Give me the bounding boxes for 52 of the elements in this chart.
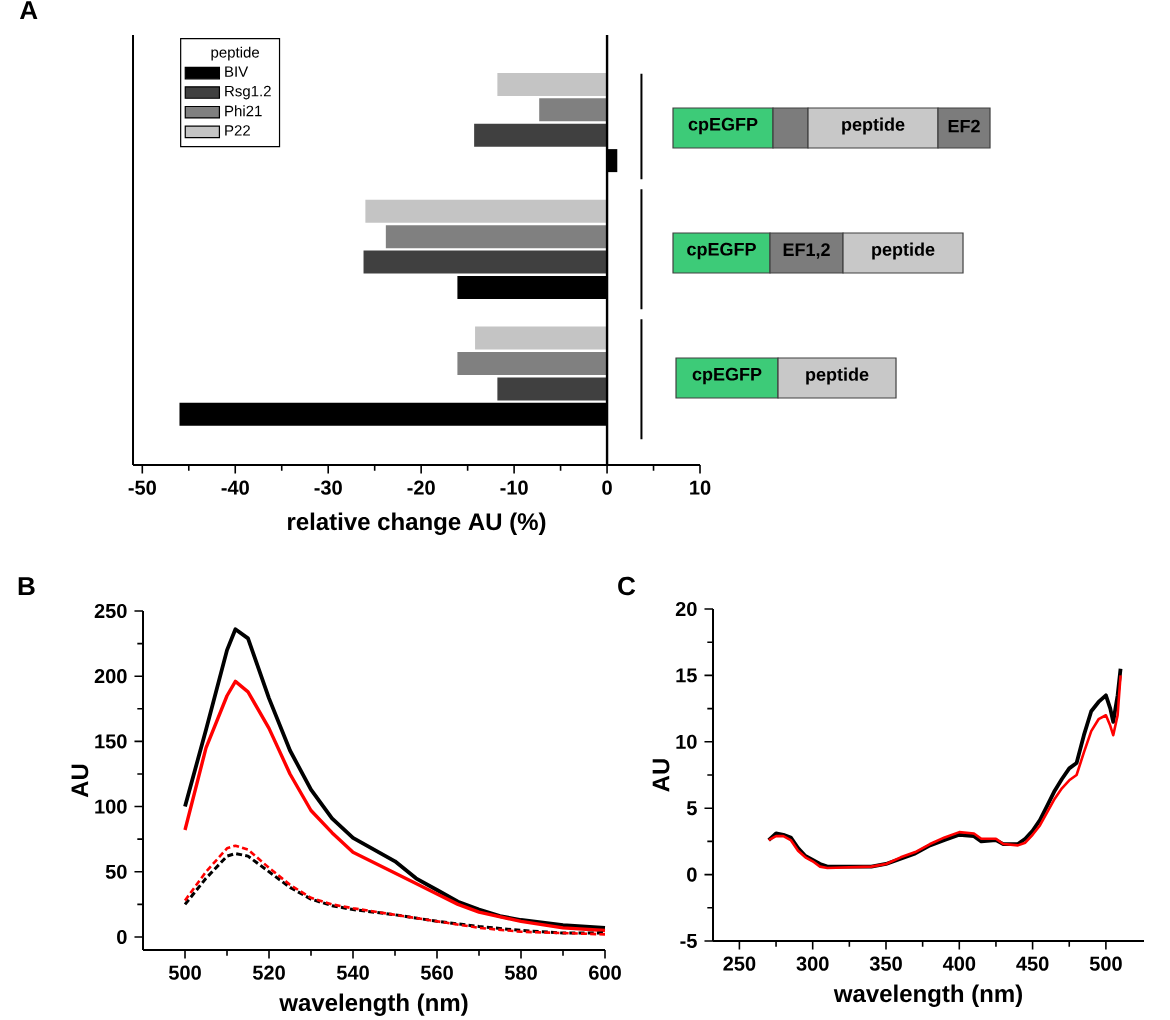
x-tick-label: 250 [723, 956, 756, 971]
legend-label: Rsg1.2 [225, 85, 271, 100]
x-tick-label: 500 [1089, 956, 1122, 971]
text: peptide [842, 117, 905, 135]
x-tick-label: 520 [252, 965, 285, 980]
y-tick-label: 10 [676, 734, 697, 749]
y-tick-label: 5 [686, 801, 697, 816]
x-tick-label: 400 [942, 956, 976, 971]
x-tick-label: 580 [504, 965, 537, 980]
text: peptide [872, 242, 935, 260]
y-tick-label: 250 [94, 603, 127, 619]
legend-label: P22 [225, 125, 250, 136]
text: EF2 [948, 119, 980, 133]
x-tick-label: -10 [500, 480, 528, 495]
text: peptide [806, 367, 869, 385]
chart-title: A [19, 1, 38, 20]
legend-label: Phi21 [225, 105, 262, 117]
x-tick-label: -50 [128, 480, 156, 495]
legend-title: peptide [211, 46, 260, 61]
annotation: cpEGFP [688, 117, 758, 135]
x-tick-label: 540 [336, 965, 369, 980]
y-tick-label: 200 [94, 669, 127, 684]
y-tick-label: 150 [95, 734, 127, 749]
y-tick-label: 50 [105, 864, 127, 879]
chart-title: C [618, 576, 636, 596]
annotation: cpEGFP [692, 367, 762, 385]
x-axis-title: wavelength (nm) [833, 984, 1022, 1007]
y-tick-label: 15 [676, 668, 697, 683]
y-tick-label: 100 [95, 799, 127, 814]
x-tick-label: -30 [314, 480, 342, 495]
x-tick-label: -40 [221, 480, 249, 495]
x-tick-label: 300 [796, 956, 829, 971]
y-tick-label: 0 [117, 929, 127, 945]
x-axis-title: wavelength (nm) [279, 993, 468, 1016]
x-tick-label: 350 [869, 956, 902, 971]
x-tick-label: 450 [1016, 956, 1049, 971]
x-tick-label: 600 [589, 965, 621, 980]
x-tick-label: 560 [420, 965, 453, 980]
x-tick-label: -20 [407, 480, 435, 495]
x-tick-label: 0 [602, 480, 612, 495]
y-tick-label: 0 [687, 867, 697, 882]
y-axis-title: AU [71, 764, 89, 798]
y-tick-label: 20 [675, 601, 697, 617]
annotation: cpEGFP [687, 242, 756, 260]
legend-label: BIV [225, 66, 249, 77]
x-axis-title: relative change AU (%) [288, 512, 546, 535]
y-axis-title: AU [652, 759, 670, 792]
x-tick-label: 500 [168, 965, 201, 980]
y-tick-label: -5 [680, 934, 697, 948]
chart-title: B [18, 577, 35, 596]
line-series [183, 627, 607, 930]
text: EF1,2 [783, 243, 830, 259]
